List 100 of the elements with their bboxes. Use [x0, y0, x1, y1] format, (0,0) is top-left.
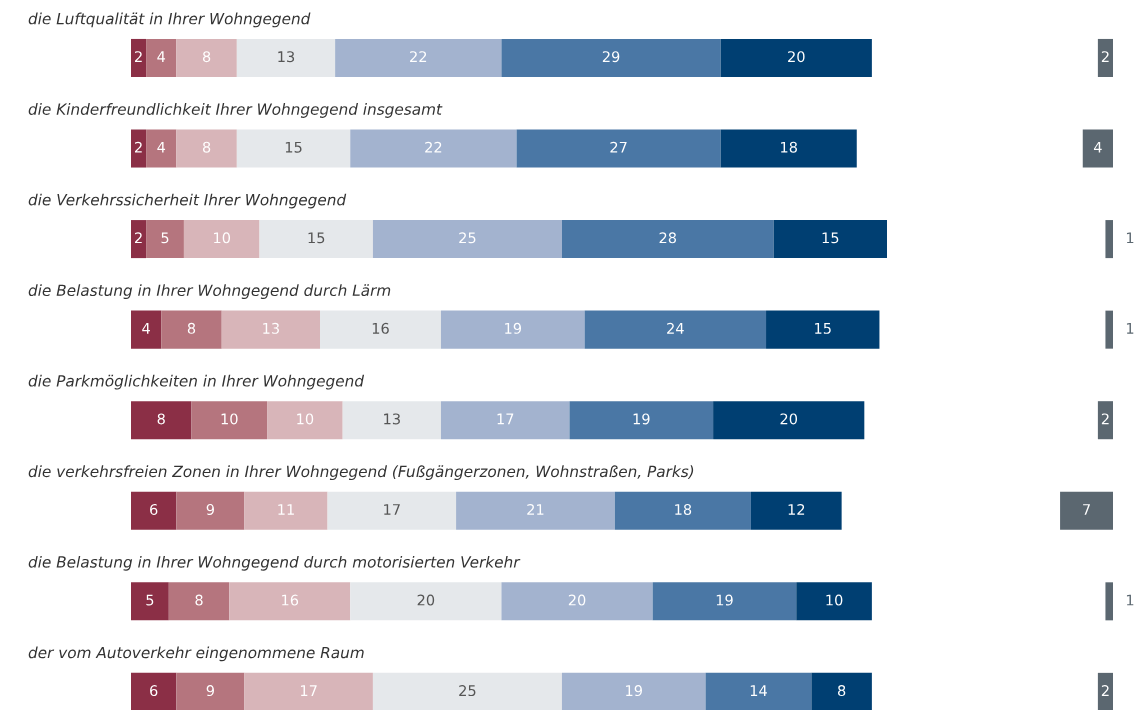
y-tick-label: die Belastung in Ihrer Wohngegend durch Lärm — [28, 284, 391, 299]
bar — [720, 129, 857, 168]
data-label: 10 — [826, 594, 843, 606]
bar — [561, 220, 774, 259]
data-label: 4 — [157, 51, 166, 62]
y-tick-label: der vom Autoverkehr eingenommene Raum — [28, 646, 364, 662]
data-label: 4 — [1093, 141, 1102, 153]
data-label: 18 — [781, 141, 797, 153]
bar — [176, 129, 237, 168]
bar — [244, 491, 328, 530]
bar — [131, 672, 177, 710]
bar — [584, 310, 767, 349]
bar — [183, 220, 260, 259]
data-label: 14 — [750, 685, 767, 696]
bar — [146, 129, 177, 168]
y-tick-label: die verkehrsfreien Zonen in Ihrer Wohngegend (Fußgängerzonen, Wohnstraßen, Parks) — [28, 465, 694, 481]
data-label: 9 — [206, 503, 214, 515]
y-tick-label: die Luftqualität in Ihrer Wohngegend — [28, 12, 311, 28]
data-label: 1 — [1126, 232, 1134, 244]
data-label: 22 — [410, 51, 427, 62]
data-label: 19 — [505, 322, 522, 334]
bar — [342, 401, 441, 440]
data-label: 20 — [568, 594, 586, 606]
data-label: 25 — [459, 232, 476, 244]
data-label: 29 — [602, 51, 620, 63]
bar — [713, 401, 865, 440]
bar — [131, 401, 192, 440]
data-label: 16 — [282, 594, 299, 606]
data-label: 5 — [161, 232, 169, 244]
data-label: 20 — [788, 51, 805, 63]
y-tick-label: die Kinderfreundlichkeit Ihrer Wohngegend insgesamt — [28, 103, 443, 118]
bar — [1105, 220, 1113, 259]
bar — [176, 491, 245, 530]
bar — [131, 129, 147, 168]
bar — [440, 310, 585, 349]
bar — [131, 491, 177, 530]
bar — [259, 220, 373, 259]
data-label: 6 — [150, 503, 158, 515]
y-tick-label: die Parkmöglichkeiten in Ihrer Wohngegend — [28, 374, 365, 390]
data-label: 2 — [1101, 685, 1109, 696]
y-tick-label: die Belastung in Ihrer Wohngegend durch motorisierten Verkehr — [28, 555, 521, 571]
bar — [327, 491, 457, 530]
data-label: 17 — [497, 413, 514, 425]
bar — [236, 129, 351, 168]
bar — [720, 38, 872, 77]
data-label: 20 — [780, 413, 798, 425]
bar — [176, 672, 245, 710]
data-label: 21 — [527, 503, 544, 515]
data-label: 15 — [822, 232, 839, 244]
bar — [501, 38, 721, 77]
data-label: 5 — [146, 594, 154, 606]
bar — [750, 491, 842, 530]
bar — [221, 310, 320, 349]
data-label: 2 — [134, 141, 142, 153]
bar — [569, 401, 714, 440]
bar — [350, 129, 517, 168]
bar — [652, 582, 797, 621]
data-label: 8 — [202, 51, 211, 63]
bar — [796, 582, 872, 621]
data-label: 8 — [195, 594, 203, 606]
data-label: 13 — [278, 51, 295, 63]
bar — [561, 672, 706, 710]
data-label: 15 — [308, 232, 325, 244]
bar — [267, 401, 343, 440]
bar — [191, 401, 268, 440]
data-label: 8 — [837, 685, 846, 697]
data-label: 19 — [626, 685, 642, 697]
bar — [1082, 129, 1113, 168]
data-label: 8 — [187, 322, 196, 334]
bar — [440, 401, 570, 440]
data-label: 17 — [300, 685, 317, 696]
data-label: 17 — [384, 504, 400, 515]
data-label: 15 — [285, 141, 302, 153]
bar — [168, 582, 230, 621]
data-label: 2 — [134, 232, 142, 244]
data-label: 13 — [384, 413, 400, 425]
bar — [516, 129, 721, 168]
bar — [372, 220, 562, 259]
bar — [335, 38, 502, 77]
data-label: 28 — [659, 232, 677, 244]
data-label: 27 — [610, 141, 627, 153]
data-label: 18 — [675, 503, 692, 515]
data-label: 22 — [425, 141, 442, 153]
data-label: 19 — [716, 594, 733, 606]
data-label: 10 — [297, 413, 314, 425]
bar — [614, 491, 751, 530]
data-label: 8 — [202, 141, 211, 153]
bar — [146, 220, 184, 259]
bar — [131, 310, 162, 349]
bar — [236, 38, 336, 77]
y-tick-label: die Verkehrssicherheit Ihrer Wohngegend — [28, 193, 347, 209]
bar — [1060, 491, 1113, 530]
data-label: 1 — [1126, 323, 1134, 334]
bar — [1097, 672, 1113, 710]
bar — [131, 38, 147, 77]
bar — [811, 672, 872, 710]
data-label: 9 — [206, 685, 214, 697]
bar — [773, 220, 887, 259]
data-label: 10 — [221, 413, 238, 425]
data-label: 19 — [633, 413, 650, 425]
